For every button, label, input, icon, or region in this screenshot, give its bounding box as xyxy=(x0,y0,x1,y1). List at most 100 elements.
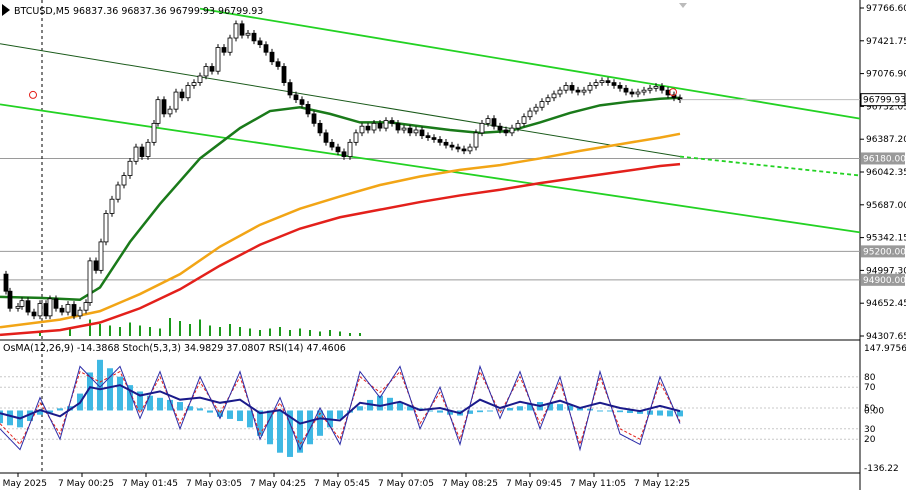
candle-body xyxy=(575,89,581,93)
osma-histogram-bar xyxy=(487,410,493,412)
trendline[interactable] xyxy=(0,43,681,158)
candle-body xyxy=(239,23,245,36)
candle-body xyxy=(479,122,485,134)
current-price-tag xyxy=(860,93,906,107)
candle-body xyxy=(341,151,347,157)
candle-body xyxy=(401,127,407,131)
oscillator-tick-label: 0.00 xyxy=(864,406,884,416)
price-tick-label: 96732.05 xyxy=(866,102,906,112)
trendline[interactable] xyxy=(199,7,861,120)
osma-histogram-bar xyxy=(597,410,603,412)
candle-body xyxy=(473,132,479,148)
candle-body xyxy=(527,110,533,118)
order-marker-icon[interactable] xyxy=(669,88,677,97)
candle-body xyxy=(353,132,359,143)
candle-body xyxy=(467,146,473,152)
candle-body xyxy=(365,125,371,131)
osma-histogram-bar xyxy=(0,410,3,424)
candle-body xyxy=(623,87,629,93)
candle-body xyxy=(83,302,89,311)
osma-histogram-bar xyxy=(567,405,573,411)
candle-body xyxy=(43,303,49,317)
candle-body xyxy=(431,137,437,140)
candle-body xyxy=(151,122,157,143)
candle-body xyxy=(209,66,215,72)
candle-body xyxy=(383,120,389,129)
price-tick-label: 97421.75 xyxy=(866,37,906,47)
candle-body xyxy=(395,122,401,131)
candle-body xyxy=(557,89,563,95)
candle-body xyxy=(287,82,293,96)
trendline[interactable] xyxy=(0,103,861,234)
osma-histogram-bar xyxy=(107,368,113,411)
osma-histogram-bar xyxy=(277,410,283,453)
axes: 97766.60 97421.75 97076.90 96732.05 96387.20… xyxy=(0,4,906,489)
osma-histogram-bar xyxy=(677,410,683,417)
osma-histogram-bar xyxy=(467,410,473,414)
candle-body xyxy=(629,91,635,95)
level-price-tag xyxy=(861,273,905,286)
candle-body xyxy=(269,51,275,63)
osma-histogram-bar xyxy=(397,402,403,411)
candle-body xyxy=(47,298,53,317)
trendline[interactable] xyxy=(679,155,861,177)
chart-header: BTCUSD,M5 96837.36 96837.36 96799.93 967… xyxy=(14,6,263,17)
candle-body xyxy=(491,118,497,127)
candle-body xyxy=(121,175,127,186)
candle-body xyxy=(173,91,179,110)
candle-body xyxy=(161,99,167,115)
candle-body xyxy=(497,125,503,131)
oscillator-pane xyxy=(0,359,860,457)
time-tick-label: 7 May 11:05 xyxy=(570,479,626,489)
candle-body xyxy=(233,23,239,39)
time-tick-label: 7 May 04:25 xyxy=(250,479,306,489)
chart-shift-marker-icon[interactable] xyxy=(679,3,687,8)
osma-histogram-bar xyxy=(337,410,343,419)
osma-histogram-bar xyxy=(357,406,363,411)
order-marker-icon[interactable] xyxy=(29,90,37,99)
candle-body xyxy=(407,127,413,134)
osma-histogram-bar xyxy=(287,410,293,457)
time-tick-label: 7 May 07:05 xyxy=(378,479,434,489)
osma-histogram-bar xyxy=(27,410,33,422)
candle-body xyxy=(371,122,377,131)
candle-body xyxy=(545,97,551,102)
osma-histogram-bar xyxy=(547,402,553,411)
candle-body xyxy=(133,146,139,162)
osma-histogram-bar xyxy=(177,402,183,411)
level-price-label: 95200.00 xyxy=(863,247,906,257)
candle-body xyxy=(71,304,77,317)
osma-histogram-bar xyxy=(267,410,273,445)
price-tick-label: 95687.00 xyxy=(866,201,906,211)
oscillator-tick-label: 20 xyxy=(864,435,876,445)
candle-body xyxy=(263,44,269,53)
candle-body xyxy=(98,241,104,271)
level-price-label: 94900.00 xyxy=(863,276,906,286)
candle-body xyxy=(323,132,329,143)
osma-histogram-bar xyxy=(507,407,513,411)
candle-body xyxy=(611,82,617,86)
time-tick-label: 7 May 03:05 xyxy=(186,479,242,489)
osma-histogram-bar xyxy=(497,409,503,411)
candle-body xyxy=(251,32,257,42)
oscillator-tick-label: 147.9756 xyxy=(864,344,906,354)
collapse-arrow-icon[interactable] xyxy=(2,4,10,16)
main-pane xyxy=(0,0,861,473)
osma-histogram-bar xyxy=(237,410,243,422)
oscillator-tick-label: 50 xyxy=(864,404,876,414)
oscillator-tick-label: 30 xyxy=(864,425,876,435)
price-tick-label: 94307.65 xyxy=(866,332,906,342)
candle-body xyxy=(139,146,145,157)
candle-body xyxy=(317,122,323,134)
candle-body xyxy=(539,101,545,108)
osma-histogram-bar xyxy=(117,376,123,411)
candle-body xyxy=(311,113,317,124)
candle-body xyxy=(335,146,341,153)
candle-body xyxy=(245,32,251,36)
candle-body xyxy=(503,129,509,134)
osma-histogram-bar xyxy=(47,410,53,413)
candle-body xyxy=(605,80,611,83)
